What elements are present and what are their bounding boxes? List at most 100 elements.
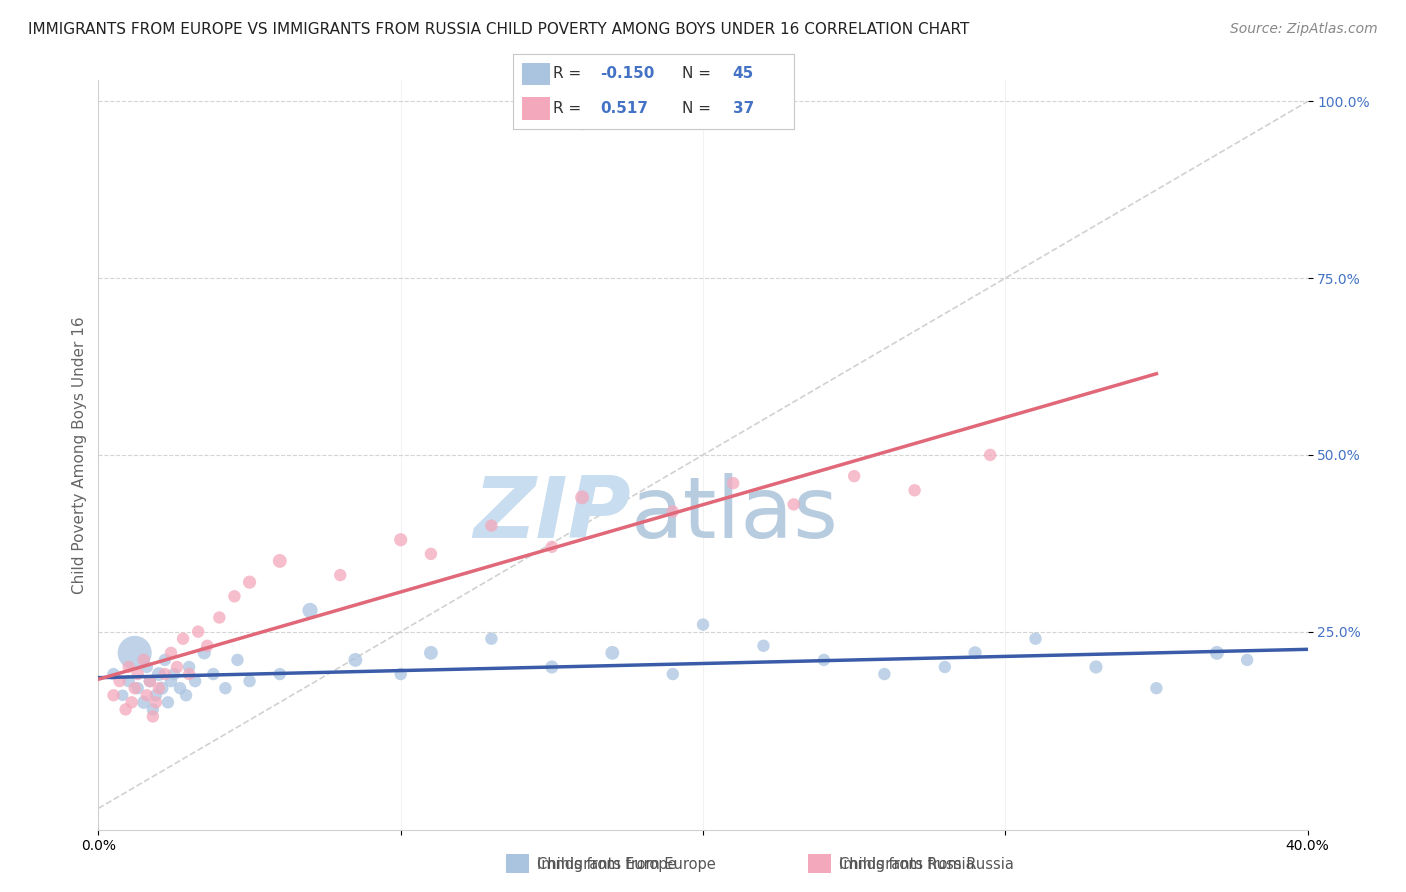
Point [160,674,183,689]
Point [752,639,775,653]
Point [661,504,683,518]
Point [111,688,134,702]
Point [148,667,170,681]
Text: Childs from Europe: Childs from Europe [537,857,676,871]
Point [169,681,191,696]
Point [108,674,131,689]
Point [873,667,896,681]
Point [174,688,197,702]
Point [979,448,1001,462]
Point [142,709,165,723]
Point [844,469,866,483]
Point [179,660,201,674]
Point [783,497,806,511]
Point [1085,660,1108,674]
Point [299,603,322,617]
Point [202,667,225,681]
Point [145,688,167,702]
Point [723,476,745,491]
Point [179,667,201,681]
Point [481,632,503,646]
Point [1024,632,1046,646]
Text: Childs from Russia: Childs from Russia [839,857,974,871]
Bar [522,97,550,120]
Point [934,660,956,674]
Text: R =: R = [553,67,586,81]
Point [132,695,155,709]
Point [540,660,562,674]
Point [187,624,209,639]
Text: ZIP: ZIP [472,474,630,557]
Point [193,646,215,660]
Point [224,589,246,603]
Point [153,667,176,681]
Point [127,667,149,681]
Text: R =: R = [553,102,586,116]
Point [813,653,835,667]
Point [208,610,231,624]
Point [571,491,593,505]
Y-axis label: Child Poverty Among Boys Under 16: Child Poverty Among Boys Under 16 [72,316,87,594]
Point [214,681,236,696]
Point [1206,646,1229,660]
Text: N =: N = [682,102,716,116]
Point [389,667,412,681]
Point [692,617,714,632]
Text: 37: 37 [733,102,754,116]
Point [329,568,352,582]
Point [1236,653,1258,667]
Point [661,667,683,681]
Point [195,639,218,653]
Point [540,540,562,554]
Point [344,653,367,667]
Point [481,518,503,533]
Point [166,660,188,674]
Point [602,646,624,660]
Text: N =: N = [682,67,716,81]
Text: Source: ZipAtlas.com: Source: ZipAtlas.com [1230,22,1378,37]
Point [269,554,291,568]
Point [153,653,176,667]
Text: Immigrants from Russia: Immigrants from Russia [839,857,1014,871]
Point [172,632,194,646]
Text: IMMIGRANTS FROM EUROPE VS IMMIGRANTS FROM RUSSIA CHILD POVERTY AMONG BOYS UNDER : IMMIGRANTS FROM EUROPE VS IMMIGRANTS FRO… [28,22,970,37]
Point [150,681,173,696]
Point [420,646,443,660]
Point [135,660,157,674]
Point [239,575,262,590]
Point [184,674,207,689]
Text: 45: 45 [733,67,754,81]
Point [163,667,186,681]
Point [124,646,146,660]
Text: -0.150: -0.150 [600,67,655,81]
Point [904,483,927,498]
Point [239,674,262,689]
Point [269,667,291,681]
Point [226,653,249,667]
Point [965,646,987,660]
Point [132,653,155,667]
Point [160,646,183,660]
Point [156,695,179,709]
Point [420,547,443,561]
Bar [522,62,550,86]
Point [142,702,165,716]
Text: Immigrants from Europe: Immigrants from Europe [537,857,716,871]
Point [103,688,125,702]
Text: 0.517: 0.517 [600,102,648,116]
Point [571,116,593,130]
Point [145,695,167,709]
Point [118,660,141,674]
Point [139,674,162,689]
Point [121,695,143,709]
Point [124,681,146,696]
Point [103,667,125,681]
Point [135,688,157,702]
Point [114,702,136,716]
Point [389,533,412,547]
Point [118,674,141,689]
Point [127,681,149,696]
Point [1144,681,1167,696]
Point [139,674,162,689]
Point [148,681,170,696]
